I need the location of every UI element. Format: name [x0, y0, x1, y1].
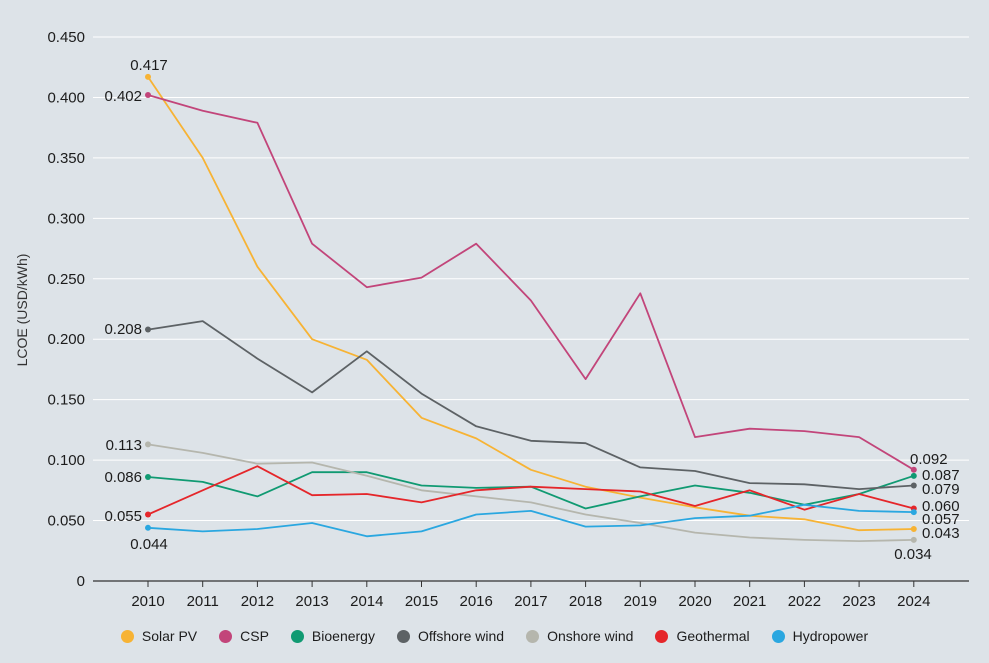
legend-label: CSP [240, 628, 269, 644]
endpoint-marker-offshore-wind [145, 326, 151, 333]
legend-item-solar-pv: Solar PV [120, 628, 198, 644]
data-label-solar-pv: 0.417 [130, 57, 168, 74]
y-tick-label: 0.300 [47, 210, 85, 227]
endpoint-marker-hydropower [145, 524, 151, 531]
x-tick-label: 2024 [897, 593, 930, 610]
legend-item-hydropower: Hydropower [771, 628, 869, 644]
data-label-offshore-wind: 0.208 [104, 321, 142, 338]
y-tick-label: 0.250 [47, 271, 85, 288]
x-tick-label: 2013 [295, 593, 328, 610]
legend-item-csp: CSP [219, 628, 269, 644]
legend-label: Onshore wind [547, 628, 634, 644]
y-tick-label: 0.200 [47, 331, 85, 348]
x-tick-label: 2016 [460, 593, 493, 610]
series-line-csp [147, 94, 915, 471]
endpoint-marker-onshore-wind [910, 536, 917, 543]
series-line-onshore-wind [147, 443, 914, 542]
x-tick-label: 2015 [405, 593, 438, 610]
legend-item-offshore-wind: Offshore wind [396, 628, 505, 644]
series-line-hydropower [147, 503, 914, 538]
endpoint-marker-offshore-wind [910, 482, 917, 489]
legend-item-bioenergy: Bioenergy [290, 628, 375, 644]
x-tick-label: 2017 [514, 593, 547, 610]
endpoint-marker-geothermal [145, 511, 151, 518]
endpoint-marker-bioenergy [910, 472, 917, 479]
y-tick-label: 0.450 [47, 29, 85, 46]
y-tick-label: 0 [77, 573, 85, 590]
x-tick-label: 2018 [569, 593, 602, 610]
y-tick-label: 0.400 [47, 89, 85, 106]
data-label-geothermal: 0.055 [104, 508, 142, 525]
x-tick-label: 2023 [842, 593, 875, 610]
endpoint-marker-csp [145, 92, 151, 99]
x-tick-label: 2022 [788, 593, 821, 610]
data-label-csp: 0.092 [910, 451, 948, 468]
legend-label: Offshore wind [417, 628, 505, 644]
data-label-solar-pv: 0.043 [922, 525, 960, 542]
gridlines [93, 36, 969, 522]
endpoint-marker-bioenergy [145, 474, 151, 481]
legend-swatch [120, 629, 134, 643]
series-line-solar-pv [147, 76, 914, 532]
series-line-geothermal [147, 465, 915, 516]
y-tick-label: 0.150 [47, 392, 85, 409]
endpoint-marker-csp [910, 466, 917, 473]
legend-swatch [655, 629, 669, 643]
legend-item-onshore-wind: Onshore wind [526, 628, 633, 644]
series-line-offshore-wind [147, 320, 914, 491]
x-tick-label: 2012 [241, 593, 274, 610]
legend-swatch [526, 629, 540, 643]
data-label-csp: 0.402 [104, 88, 142, 105]
legend-label: Solar PV [141, 628, 198, 644]
x-tick-label: 2010 [131, 593, 164, 610]
y-tick-label: 0.050 [47, 513, 85, 530]
legend-label: Hydropower [792, 628, 869, 644]
y-axis-ticks: 0 0.050 0.100 0.150 0.200 0.250 0.300 0.350 0.40… [47, 29, 85, 590]
legend: Solar PV CSP Bioenergy Offshore wind Onshore… [0, 628, 989, 644]
endpoint-marker-solar-pv [910, 526, 917, 533]
x-tick-label: 2019 [624, 593, 657, 610]
x-tick-label: 2011 [187, 593, 219, 610]
legend-swatch [290, 629, 304, 643]
data-label-hydropower: 0.057 [922, 511, 960, 528]
data-label-bioenergy: 0.086 [104, 469, 142, 486]
data-label-onshore-wind: 0.034 [894, 546, 932, 563]
legend-label: Bioenergy [311, 628, 375, 644]
legend-label: Geothermal [676, 628, 750, 644]
x-tick-label: 2014 [350, 593, 383, 610]
y-axis-label: LCOE (USD/kWh) [14, 254, 30, 367]
data-labels: 0.417 0.043 0.402 0.092 0.086 0.087 0.208 0.079… [104, 57, 959, 563]
x-tick-label: 2020 [678, 593, 711, 610]
x-axis-ticks: 2010 2011 2012 2013 2014 2015 2016 2017 2018 2019… [131, 581, 930, 610]
endpoint-marker-hydropower [910, 509, 917, 516]
data-label-bioenergy: 0.087 [922, 467, 960, 484]
y-tick-label: 0.100 [47, 452, 85, 469]
series-lines [145, 73, 917, 543]
x-tick-label: 2021 [733, 593, 766, 610]
y-tick-label: 0.350 [47, 150, 85, 167]
endpoint-marker-solar-pv [145, 73, 151, 80]
data-label-onshore-wind: 0.113 [106, 437, 142, 454]
legend-swatch [396, 629, 410, 643]
legend-swatch [771, 629, 785, 643]
data-label-hydropower: 0.044 [130, 536, 168, 553]
legend-swatch [219, 629, 233, 643]
data-label-offshore-wind: 0.079 [922, 481, 960, 498]
endpoint-marker-onshore-wind [145, 441, 151, 448]
data-label-geothermal: 0.060 [922, 498, 960, 515]
legend-item-geothermal: Geothermal [655, 628, 750, 644]
